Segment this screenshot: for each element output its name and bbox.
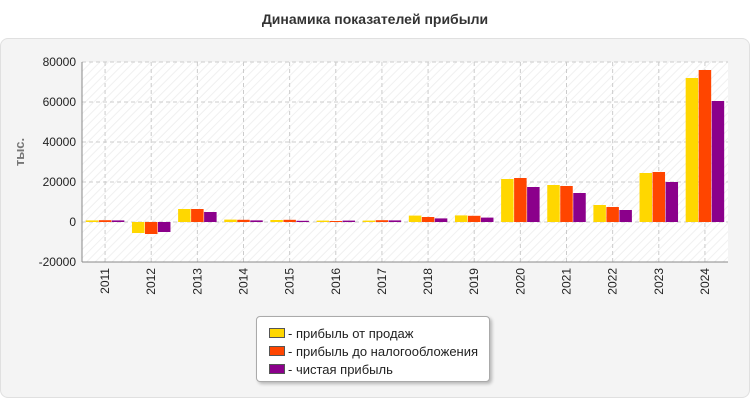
bar-2022-series-2 bbox=[606, 207, 619, 222]
legend-swatch bbox=[269, 346, 285, 356]
bar-2015-series-1 bbox=[270, 220, 283, 222]
x-tick-label: 2024 bbox=[698, 268, 712, 295]
axes: -20000 0 20000 40000 60000 80000 2011 2012 2013 2… bbox=[39, 55, 728, 295]
bar-2018-series-2 bbox=[421, 217, 435, 222]
y-tick-label: 60000 bbox=[43, 95, 77, 109]
bar-2014-series-2 bbox=[237, 219, 250, 222]
x-tick-label: 2015 bbox=[283, 268, 297, 295]
y-tick-label: 0 bbox=[69, 215, 76, 229]
bars bbox=[85, 70, 725, 234]
bar-2018-series-3 bbox=[434, 218, 448, 222]
bar-2020-series-2 bbox=[514, 178, 527, 222]
y-tick-label: 20000 bbox=[43, 175, 77, 189]
plot-area-hatch bbox=[82, 62, 728, 262]
bar-2016-series-3 bbox=[342, 220, 356, 222]
bar-2015-series-3 bbox=[296, 220, 309, 222]
bar-2013-series-2 bbox=[191, 209, 204, 222]
legend-label: - чистая прибыль bbox=[288, 361, 393, 377]
bar-2022-series-1 bbox=[593, 205, 606, 222]
legend-item: - чистая прибыль bbox=[269, 360, 489, 378]
bar-2019-series-1 bbox=[454, 215, 468, 222]
legend-label: - прибыль от продаж bbox=[288, 325, 414, 341]
bar-2020-series-1 bbox=[501, 179, 514, 222]
legend-item: - прибыль до налогообложения bbox=[269, 342, 489, 360]
bar-2013-series-1 bbox=[178, 209, 191, 222]
bar-2017-series-2 bbox=[375, 220, 389, 222]
x-tick-label: 2012 bbox=[144, 268, 158, 295]
x-tick-label: 2017 bbox=[375, 268, 389, 295]
x-tick-label: 2022 bbox=[606, 268, 620, 295]
bar-2016-series-1 bbox=[316, 220, 330, 222]
bar-2021-series-2 bbox=[560, 186, 573, 222]
x-tick-label: 2011 bbox=[98, 268, 112, 294]
bar-2012-series-3 bbox=[157, 222, 171, 232]
bar-2024-series-3 bbox=[711, 101, 725, 222]
bar-2023-series-3 bbox=[665, 182, 679, 222]
bar-2014-series-1 bbox=[224, 219, 237, 222]
y-tick-label: -20000 bbox=[39, 255, 77, 269]
legend-swatch bbox=[269, 364, 285, 374]
bar-2017-series-1 bbox=[362, 220, 376, 222]
x-tick-label: 2016 bbox=[329, 268, 343, 295]
bar-2013-series-3 bbox=[204, 212, 217, 222]
bar-2024-series-2 bbox=[698, 70, 712, 222]
legend-item: - прибыль от продаж bbox=[269, 324, 489, 342]
x-tick-label: 2023 bbox=[652, 268, 666, 295]
bar-2011-series-2 bbox=[98, 220, 112, 222]
bar-2019-series-2 bbox=[467, 215, 481, 222]
legend-label: - прибыль до налогообложения bbox=[288, 343, 479, 359]
bar-2019-series-3 bbox=[480, 217, 494, 222]
y-axis-label: тыс. bbox=[12, 138, 27, 166]
x-tick-label: 2018 bbox=[421, 268, 435, 295]
bar-2015-series-2 bbox=[283, 219, 296, 222]
bar-2016-series-2 bbox=[329, 221, 343, 222]
legend: - прибыль от продаж - прибыль до налогооб… bbox=[256, 316, 490, 382]
bar-2023-series-2 bbox=[652, 172, 666, 222]
bar-2011-series-1 bbox=[85, 220, 99, 222]
y-tick-label: 40000 bbox=[43, 135, 77, 149]
bar-2012-series-1 bbox=[131, 222, 145, 233]
bar-2018-series-1 bbox=[408, 215, 422, 222]
bar-2011-series-3 bbox=[111, 220, 125, 222]
bar-2020-series-3 bbox=[527, 187, 540, 222]
chart-title: Динамика показателей прибыли bbox=[261, 11, 489, 27]
bar-2021-series-3 bbox=[573, 193, 586, 222]
bar-2023-series-1 bbox=[639, 173, 653, 222]
legend-swatch bbox=[269, 328, 285, 338]
bar-2012-series-2 bbox=[144, 222, 158, 234]
x-tick-label: 2019 bbox=[467, 268, 481, 295]
bar-2021-series-1 bbox=[547, 185, 560, 222]
bar-2022-series-3 bbox=[619, 210, 632, 222]
x-tick-label: 2014 bbox=[237, 268, 251, 295]
bar-2014-series-3 bbox=[250, 220, 263, 222]
y-tick-label: 80000 bbox=[43, 55, 77, 69]
bar-2017-series-3 bbox=[388, 220, 402, 222]
x-tick-label: 2020 bbox=[513, 268, 527, 295]
bar-2024-series-1 bbox=[685, 78, 699, 222]
x-tick-label: 2013 bbox=[190, 268, 204, 295]
x-tick-label: 2021 bbox=[560, 268, 574, 295]
